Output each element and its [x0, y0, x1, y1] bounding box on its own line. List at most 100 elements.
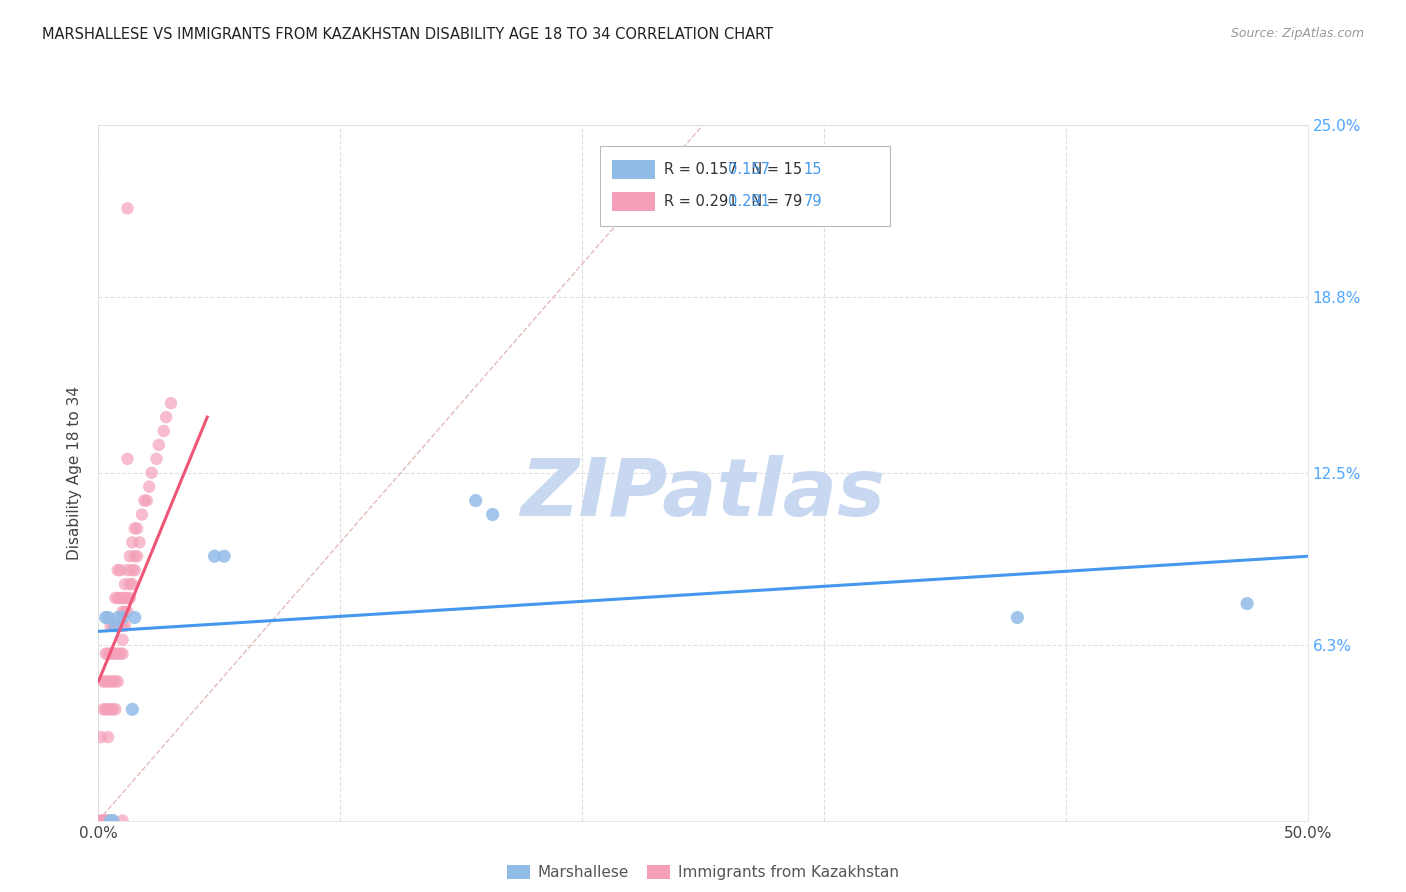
Point [124, 549, 146, 564]
Point [464, 493, 486, 508]
Point [101, 702, 124, 716]
Point [481, 508, 503, 522]
Point [111, 619, 134, 633]
Point [212, 549, 235, 564]
Text: R = 0.157   N = 15: R = 0.157 N = 15 [664, 162, 803, 177]
Point [134, 493, 156, 508]
Point [111, 591, 134, 605]
Point [117, 591, 139, 605]
Point [138, 480, 160, 494]
Point [107, 591, 129, 605]
Point [160, 396, 183, 410]
FancyBboxPatch shape [613, 160, 655, 179]
Point [148, 438, 170, 452]
Point [94, 674, 117, 689]
Point [124, 563, 146, 577]
Point [111, 605, 134, 619]
Point [107, 610, 129, 624]
Point [104, 619, 127, 633]
Text: 15: 15 [803, 162, 823, 177]
Point [101, 619, 124, 633]
Point [94, 647, 117, 661]
Point [104, 674, 127, 689]
Y-axis label: Disability Age 18 to 34: Disability Age 18 to 34 [67, 385, 83, 560]
Legend: Marshallese, Immigrants from Kazakhstan: Marshallese, Immigrants from Kazakhstan [501, 859, 905, 886]
Point [111, 632, 134, 647]
Point [117, 202, 139, 216]
Point [101, 814, 124, 828]
Point [111, 814, 134, 828]
Point [97, 730, 120, 744]
FancyBboxPatch shape [600, 145, 890, 226]
Point [101, 814, 124, 828]
Point [97, 610, 120, 624]
Point [100, 619, 122, 633]
Text: MARSHALLESE VS IMMIGRANTS FROM KAZAKHSTAN DISABILITY AGE 18 TO 34 CORRELATION CH: MARSHALLESE VS IMMIGRANTS FROM KAZAKHSTA… [42, 27, 773, 42]
Text: 0.157: 0.157 [728, 162, 770, 177]
Point [94, 610, 117, 624]
Point [118, 591, 141, 605]
Point [97, 674, 120, 689]
Point [94, 814, 117, 828]
Point [101, 647, 124, 661]
Point [100, 814, 122, 828]
Point [100, 814, 122, 828]
Point [101, 674, 124, 689]
Point [107, 563, 129, 577]
Point [114, 591, 136, 605]
Point [111, 610, 134, 624]
Point [128, 535, 150, 549]
Point [121, 563, 143, 577]
Point [107, 619, 129, 633]
Point [90, 814, 112, 828]
Point [135, 493, 157, 508]
Point [90, 730, 112, 744]
Point [94, 814, 117, 828]
Point [107, 647, 129, 661]
Point [145, 451, 167, 466]
Text: 0.291: 0.291 [728, 194, 770, 209]
Point [118, 549, 141, 564]
Point [1236, 597, 1258, 611]
Point [121, 535, 143, 549]
Text: R = 0.291   N = 79: R = 0.291 N = 79 [664, 194, 803, 209]
Point [118, 577, 141, 591]
Point [100, 814, 122, 828]
Point [97, 814, 120, 828]
Point [104, 619, 127, 633]
FancyBboxPatch shape [613, 192, 655, 211]
Point [121, 702, 143, 716]
Text: 79: 79 [803, 194, 823, 209]
Point [117, 563, 139, 577]
Point [1007, 610, 1029, 624]
Point [121, 577, 143, 591]
Point [127, 521, 149, 535]
Point [155, 410, 177, 425]
Point [108, 619, 131, 633]
Point [97, 647, 120, 661]
Point [111, 647, 134, 661]
Point [117, 451, 139, 466]
Point [124, 521, 146, 535]
Point [104, 702, 127, 716]
Point [204, 549, 226, 564]
Point [107, 674, 129, 689]
Point [94, 702, 117, 716]
Point [108, 563, 131, 577]
Point [104, 591, 127, 605]
Point [91, 702, 114, 716]
Point [100, 647, 122, 661]
Point [124, 610, 146, 624]
Point [100, 702, 122, 716]
Point [91, 814, 114, 828]
Point [114, 619, 136, 633]
Point [91, 674, 114, 689]
Point [114, 577, 136, 591]
Point [108, 591, 131, 605]
Point [127, 549, 149, 564]
Point [141, 466, 163, 480]
Point [131, 508, 153, 522]
Text: Source: ZipAtlas.com: Source: ZipAtlas.com [1230, 27, 1364, 40]
Point [100, 674, 122, 689]
Point [104, 647, 127, 661]
